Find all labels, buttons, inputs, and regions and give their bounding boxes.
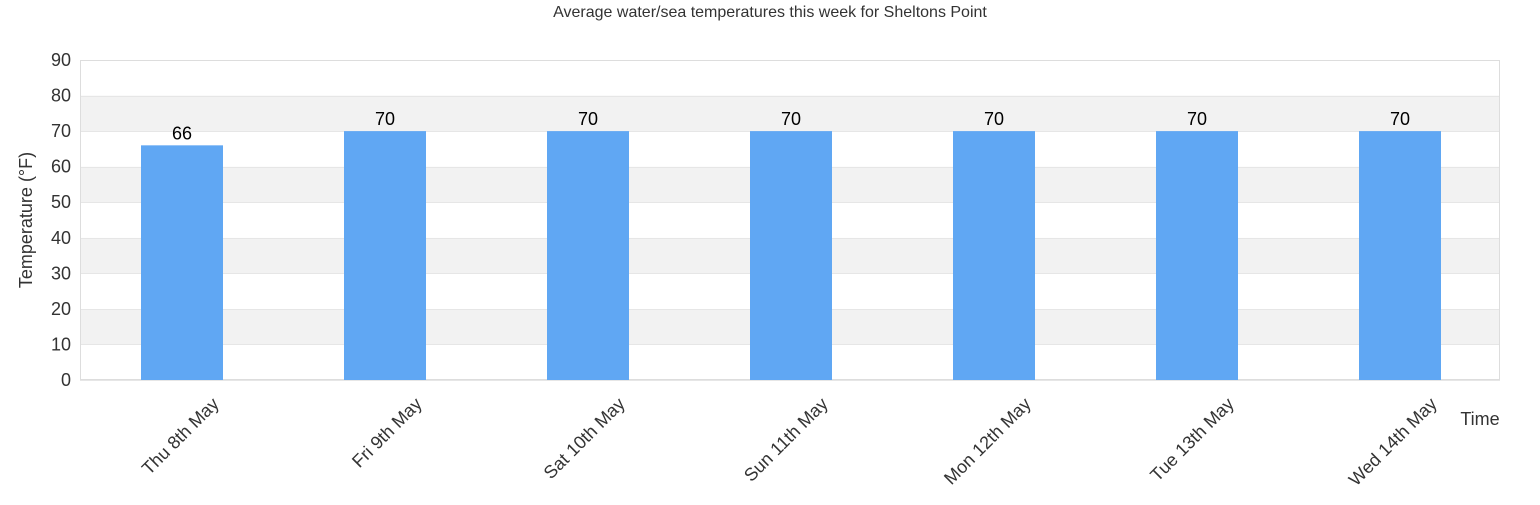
- x-axis-label: Time: [1460, 409, 1499, 429]
- y-tick-label: 10: [51, 334, 71, 354]
- data-label: 70: [375, 109, 395, 129]
- plot-band: [80, 95, 1500, 132]
- data-label: 70: [1187, 109, 1207, 129]
- bars: [141, 131, 1441, 380]
- y-tick-label: 80: [51, 86, 71, 106]
- data-label: 70: [1390, 109, 1410, 129]
- x-tick-label: Thu 8th May: [138, 394, 223, 479]
- x-tick-label: Wed 14th May: [1345, 394, 1441, 490]
- x-tick-label: Fri 9th May: [348, 394, 426, 472]
- y-tick-label: 60: [51, 157, 71, 177]
- y-tick-label: 50: [51, 192, 71, 212]
- y-tick-label: 0: [61, 370, 71, 390]
- data-label: 70: [781, 109, 801, 129]
- x-tick-label: Sun 11th May: [740, 394, 832, 486]
- data-label: 66: [172, 123, 192, 143]
- data-label: 70: [984, 109, 1004, 129]
- bar: [547, 131, 629, 380]
- data-labels: 66 70 70 70 70 70 70: [172, 109, 1410, 143]
- y-tick-label: 40: [51, 228, 71, 248]
- chart-title: Average water/sea temperatures this week…: [553, 4, 987, 21]
- data-label: 70: [578, 109, 598, 129]
- y-axis-label: Temperature (°F): [16, 152, 36, 288]
- bar: [750, 131, 832, 380]
- x-axis-tick-labels: Thu 8th May Fri 9th May Sat 10th May Sun 11…: [138, 394, 1441, 490]
- x-tick-label: Tue 13th May: [1146, 394, 1237, 485]
- bar: [344, 131, 426, 380]
- y-tick-label: 20: [51, 299, 71, 319]
- y-axis-tick-labels: 0 10 20 30 40 50 60 70 80 90: [51, 50, 71, 390]
- y-tick-label: 70: [51, 121, 71, 141]
- bar: [1156, 131, 1238, 380]
- plot-band: [80, 60, 1500, 96]
- bar: [1359, 131, 1441, 380]
- bar: [953, 131, 1035, 380]
- x-tick-label: Mon 12th May: [940, 394, 1035, 489]
- bar: [141, 145, 223, 380]
- y-tick-label: 90: [51, 50, 71, 70]
- x-tick-label: Sat 10th May: [540, 394, 629, 483]
- y-tick-label: 30: [51, 263, 71, 283]
